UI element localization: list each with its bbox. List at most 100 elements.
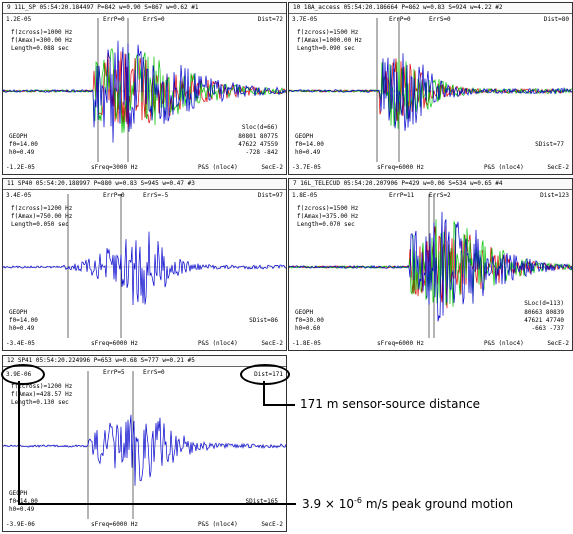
damping: h0=0.49 xyxy=(9,149,35,156)
sloc-label: SLoc(d=113) xyxy=(524,300,564,307)
signal-length: Length=0.050 sec xyxy=(11,221,69,228)
amax-freq: f(Amax)=375.00 Hz xyxy=(297,213,359,220)
amax-freq: f(Amax)=750.00 Hz xyxy=(11,213,73,220)
sec-label: SecE-2 xyxy=(261,164,283,171)
ps-mode: P&S (nloc4) xyxy=(484,340,524,347)
sloc-value: -728 -842 xyxy=(245,149,278,156)
zero-cross-freq: f(zcross)=1500 Hz xyxy=(297,29,359,36)
distance-annotation: 171 m sensor-source distance xyxy=(300,397,480,411)
sec-label: SecE-2 xyxy=(261,521,283,528)
amplitude-max-label: 1.2E-05 xyxy=(6,16,32,23)
distance-annotation-text: 171 m sensor-source distance xyxy=(300,397,481,411)
natural-frequency: f0=14.00 xyxy=(9,498,38,505)
amax-freq: f(Amax)=1000.00 Hz xyxy=(297,37,363,44)
sec-label: SecE-2 xyxy=(547,340,569,347)
signal-length: Length=0.088 sec xyxy=(11,45,69,52)
blue-trace xyxy=(3,40,286,143)
error-p-label: ErrP=0 xyxy=(103,16,125,23)
amplitude-max-label: 1.8E-05 xyxy=(292,192,318,199)
sloc-label: Sloc(d=66) xyxy=(241,124,278,131)
damping: h0=0.49 xyxy=(9,506,35,513)
sec-label: SecE-2 xyxy=(261,340,283,347)
natural-frequency: f0=30.00 xyxy=(295,317,324,324)
error-p-label: ErrP=5 xyxy=(103,369,125,376)
distance-label: Dist=80 xyxy=(543,16,569,23)
amplitude-max-label: 3.7E-05 xyxy=(292,16,318,23)
distance-callout-line-vertical xyxy=(263,381,265,405)
zero-cross-freq: f(zcross)=1200 Hz xyxy=(11,205,73,212)
distance-label: Dist=72 xyxy=(257,16,283,23)
peak-amplitude-highlight xyxy=(1,364,45,385)
waveform-plot xyxy=(3,371,286,519)
peak-annotation-exponent: -6 xyxy=(354,496,363,505)
sample-freq: sFreq=6000 Hz xyxy=(91,340,138,347)
peak-annotation: 3.9 × 10-6 m/s peak ground motion xyxy=(302,496,513,511)
natural-frequency: f0=14.00 xyxy=(9,317,38,324)
waveform-plot xyxy=(3,18,286,162)
signal-length: Length=0.130 sec xyxy=(11,399,69,406)
blue-trace xyxy=(3,231,286,306)
peak-annotation-suffix: m/s peak ground motion xyxy=(362,497,514,511)
sloc-value: -663 -737 xyxy=(531,325,564,332)
sloc-value: 80801 80775 xyxy=(238,133,278,140)
zero-cross-freq: f(zcross)=1000 Hz xyxy=(11,29,73,36)
peak-annotation-prefix: 3.9 × 10 xyxy=(302,497,355,511)
sdist-label: SDist=165 xyxy=(245,498,278,505)
error-s-label: ErrS=2 xyxy=(429,192,451,199)
ps-mode: P&S (nloc4) xyxy=(198,164,238,171)
blue-trace xyxy=(289,211,572,322)
waveform-plot xyxy=(289,194,572,338)
panel-header: 10 18A_access 05:54:20.186664 P=862 w=0.… xyxy=(289,3,572,14)
blue-trace xyxy=(3,414,286,486)
sdist-label: SDist=86 xyxy=(249,317,278,324)
signal-length: Length=0.090 sec xyxy=(297,45,355,52)
amplitude-min-label: -1.2E-05 xyxy=(6,164,35,171)
error-p-label: ErrP=0 xyxy=(389,16,411,23)
error-p-label: ErrP=11 xyxy=(389,192,415,199)
signal-length: Length=0.070 sec xyxy=(297,221,355,228)
ps-mode: P&S (nloc4) xyxy=(198,521,238,528)
distance-label: Dist=97 xyxy=(257,192,283,199)
sensor-type: GEOPH xyxy=(9,133,28,140)
amax-freq: f(Amax)=300.00 Hz xyxy=(11,37,73,44)
panel-header: 12 SP41 05:54:20.224996 P=653 w=0.68 S=7… xyxy=(3,356,286,367)
amplitude-min-label: -1.8E-05 xyxy=(292,340,321,347)
damping: h0=0.49 xyxy=(295,149,321,156)
amax-freq: f(Amax)=428.57 Hz xyxy=(11,391,73,398)
seismogram-panel-5: 12 SP41 05:54:20.224996 P=653 w=0.68 S=7… xyxy=(2,355,287,532)
panel-header: 9 11L_SP 05:54:20.184497 P=842 w=0.90 S=… xyxy=(3,3,286,14)
error-s-label: ErrS=0 xyxy=(143,369,165,376)
zero-cross-freq: f(zcross)=1500 Hz xyxy=(297,205,359,212)
damping: h0=0.60 xyxy=(295,325,321,332)
sample-freq: sFreq=6000 Hz xyxy=(91,521,138,528)
error-p-label: ErrP=0 xyxy=(103,192,125,199)
seismogram-panel-1: 9 11L_SP 05:54:20.184497 P=842 w=0.90 S=… xyxy=(2,2,287,175)
sloc-value: 47622 47559 xyxy=(238,141,278,148)
sensor-type: GEOPH xyxy=(295,133,314,140)
amplitude-min-label: -3.9E-06 xyxy=(6,521,35,528)
waveform-plot xyxy=(3,194,286,338)
distance-callout-line-horizontal xyxy=(263,404,295,406)
error-s-label: ErrS=-5 xyxy=(143,192,169,199)
amplitude-min-label: -3.4E-05 xyxy=(6,340,35,347)
sample-freq: sFreq=6000 Hz xyxy=(377,164,424,171)
amplitude-min-label: -3.7E-05 xyxy=(292,164,321,171)
seismogram-panel-2: 10 18A_access 05:54:20.186664 P=862 w=0.… xyxy=(288,2,573,175)
error-s-label: ErrS=0 xyxy=(429,16,451,23)
seismogram-panel-4: 7 16L_TELECUD 05:54:20.207906 P=429 w=0.… xyxy=(288,178,573,351)
green-trace xyxy=(289,58,572,129)
sloc-value: 47621 47740 xyxy=(524,317,564,324)
damping: h0=0.49 xyxy=(9,325,35,332)
blue-trace xyxy=(289,53,572,131)
sample-freq: sFreq=3000 Hz xyxy=(91,164,138,171)
ps-mode: P&S (nloc4) xyxy=(484,164,524,171)
sensor-type: GEOPH xyxy=(295,309,314,316)
waveform-plot xyxy=(289,18,572,162)
natural-frequency: f0=14.00 xyxy=(295,141,324,148)
sdist-label: SDist=77 xyxy=(535,141,564,148)
amplitude-max-label: 3.4E-05 xyxy=(6,192,32,199)
panel-header: 11 SP40 05:54:20.188997 P=880 w=0.83 S=9… xyxy=(3,179,286,190)
panel-header: 7 16L_TELECUD 05:54:20.207906 P=429 w=0.… xyxy=(289,179,572,190)
natural-frequency: f0=14.00 xyxy=(9,141,38,148)
sample-freq: sFreq=6000 Hz xyxy=(377,340,424,347)
